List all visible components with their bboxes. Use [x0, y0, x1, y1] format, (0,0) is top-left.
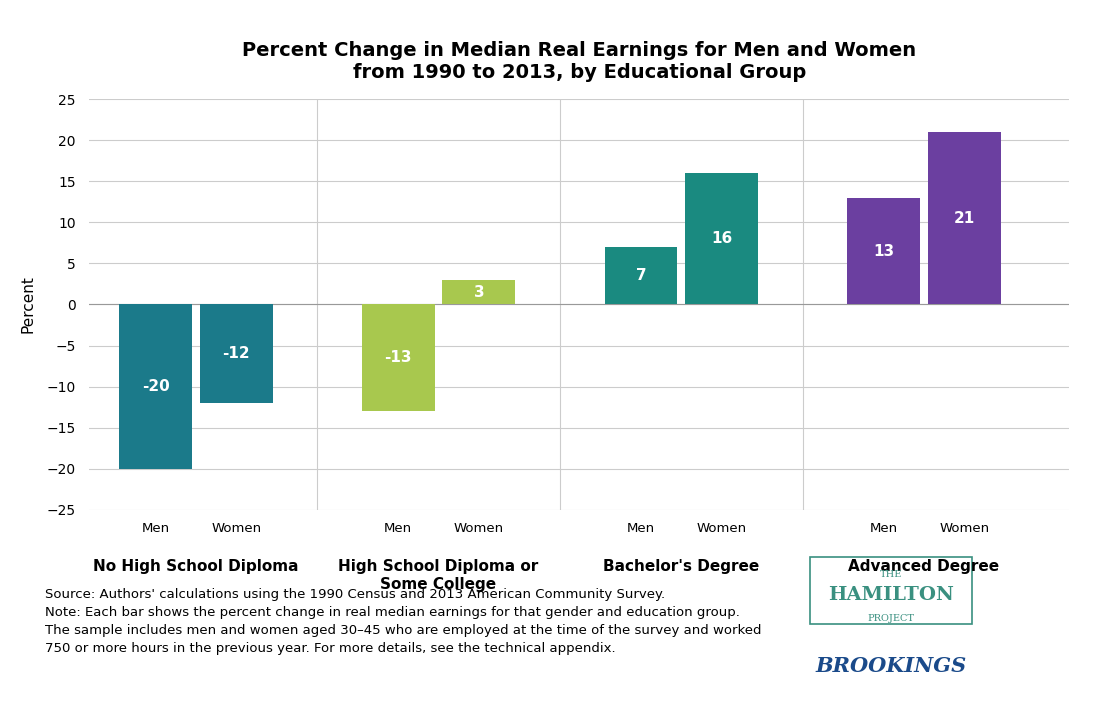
Text: Men: Men [870, 522, 898, 535]
Bar [442, 280, 515, 304]
Text: Men: Men [384, 522, 412, 535]
Bar [199, 304, 273, 403]
Bar [605, 247, 677, 304]
Bar [362, 304, 434, 411]
Text: Men: Men [141, 522, 169, 535]
Text: Women: Women [696, 522, 746, 535]
Text: -12: -12 [223, 346, 250, 361]
Bar [685, 173, 758, 304]
Text: -13: -13 [384, 350, 412, 365]
Bar [119, 304, 192, 469]
Text: -20: -20 [141, 379, 169, 394]
Text: Women: Women [939, 522, 989, 535]
Text: PROJECT: PROJECT [868, 614, 915, 623]
Title: Percent Change in Median Real Earnings for Men and Women
from 1990 to 2013, by E: Percent Change in Median Real Earnings f… [242, 41, 917, 82]
Text: 7: 7 [636, 268, 646, 283]
Text: Men: Men [627, 522, 655, 535]
Bar [928, 132, 1000, 304]
Text: 21: 21 [954, 211, 975, 226]
Text: Bachelor's Degree: Bachelor's Degree [603, 559, 760, 574]
Text: 16: 16 [711, 232, 732, 246]
Text: Women: Women [453, 522, 504, 535]
Text: No High School Diploma: No High School Diploma [94, 559, 299, 574]
Text: BROOKINGS: BROOKINGS [815, 656, 967, 676]
Text: THE: THE [880, 570, 902, 579]
Text: Advanced Degree: Advanced Degree [848, 559, 999, 574]
Y-axis label: Percent: Percent [20, 275, 36, 333]
Text: HAMILTON: HAMILTON [829, 586, 954, 603]
Text: High School Diploma or
Some College: High School Diploma or Some College [339, 559, 539, 592]
Text: 13: 13 [873, 244, 895, 258]
Text: 3: 3 [473, 285, 485, 299]
Text: Women: Women [212, 522, 261, 535]
Text: Source: Authors' calculations using the 1990 Census and 2013 American Community : Source: Authors' calculations using the … [45, 588, 761, 655]
Bar [847, 198, 920, 304]
